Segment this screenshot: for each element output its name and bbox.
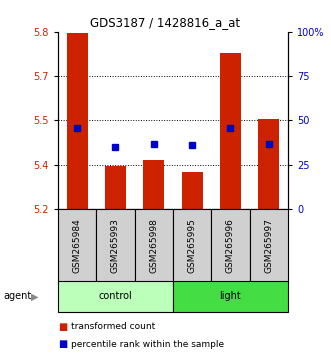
Text: GSM265997: GSM265997 [264, 218, 273, 274]
Text: agent: agent [3, 291, 31, 302]
Text: control: control [99, 291, 132, 302]
Text: GSM265993: GSM265993 [111, 218, 120, 274]
Text: ■: ■ [58, 339, 67, 349]
Bar [135, 209, 173, 283]
Text: GSM265996: GSM265996 [226, 218, 235, 274]
Text: ▶: ▶ [31, 291, 39, 302]
Text: GSM265984: GSM265984 [72, 219, 82, 273]
Bar [143, 160, 164, 209]
Bar [67, 33, 88, 209]
Bar [58, 281, 173, 312]
Bar [250, 209, 288, 283]
Bar [211, 209, 250, 283]
Bar [173, 281, 288, 312]
Bar [105, 166, 126, 209]
Bar [220, 52, 241, 209]
Text: percentile rank within the sample: percentile rank within the sample [71, 339, 224, 349]
Bar [173, 209, 211, 283]
Text: transformed count: transformed count [71, 322, 156, 331]
Text: GSM265998: GSM265998 [149, 218, 158, 274]
Text: ■: ■ [58, 322, 67, 332]
Text: GDS3187 / 1428816_a_at: GDS3187 / 1428816_a_at [90, 16, 241, 29]
Bar [258, 119, 279, 209]
Text: GSM265995: GSM265995 [188, 218, 197, 274]
Bar [182, 172, 203, 209]
Bar [96, 209, 135, 283]
Bar [58, 209, 96, 283]
Text: light: light [219, 291, 241, 302]
